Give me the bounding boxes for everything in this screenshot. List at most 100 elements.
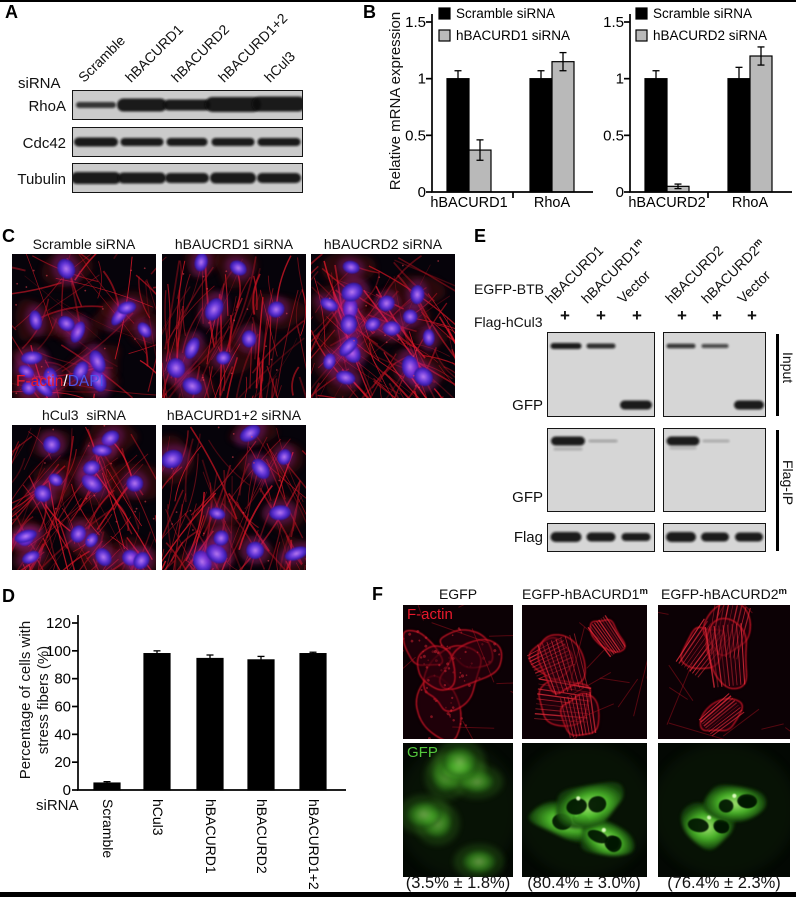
header-text: EGFP bbox=[438, 586, 478, 602]
micrograph-caption: hCul3 siRNA bbox=[41, 407, 127, 423]
bottom-border-line bbox=[0, 892, 796, 897]
factin-overlay-label: F-actin bbox=[407, 606, 453, 623]
svg-text:hCul3: hCul3 bbox=[150, 799, 166, 836]
micrograph-caption: hBAUCRD1 siRNA bbox=[174, 236, 294, 252]
svg-text:Scramble siRNA: Scramble siRNA bbox=[456, 6, 555, 21]
dapi-overlay-label: DAPI bbox=[67, 373, 104, 390]
plus-sign: + bbox=[677, 306, 687, 325]
panel-e-letter: E bbox=[474, 226, 487, 246]
percent-label: (76.4% ± 2.3%) bbox=[667, 874, 781, 892]
percent-label: (80.4% ± 3.0%) bbox=[527, 874, 641, 892]
input-bracket-line bbox=[776, 334, 779, 416]
svg-text:1.5: 1.5 bbox=[603, 14, 624, 31]
bar-chart-bacurd1: 0 0.5 1 1.5 hBACURD1 RhoA Scramble siRNA hBACUR… bbox=[405, 6, 593, 211]
panel-a-lane-label: hCul3 bbox=[260, 48, 299, 86]
micrograph-caption: hBACURD1+2 siRNA bbox=[166, 407, 302, 423]
coip-blot-input-gfp-left bbox=[547, 332, 655, 417]
westernblot-rhoa bbox=[72, 90, 303, 120]
plus-sign: + bbox=[712, 306, 722, 325]
panel-b-letter: B bbox=[363, 2, 376, 22]
gfp-input-row-label: GFP bbox=[512, 397, 543, 414]
svg-text:0.5: 0.5 bbox=[603, 127, 624, 144]
fluorescence-image-bacurd1-2 bbox=[162, 425, 306, 570]
flagip-section-label: Flag-IP bbox=[780, 460, 796, 506]
panel-f-header: EGFP-hBACURD1m bbox=[522, 586, 648, 602]
fluorescence-image-hcul3 bbox=[12, 425, 156, 570]
svg-text:0.5: 0.5 bbox=[405, 127, 426, 144]
svg-text:40: 40 bbox=[54, 726, 71, 743]
micrograph-caption: hBAUCRD2 siRNA bbox=[323, 236, 443, 252]
factin-image-bacurd2m bbox=[658, 605, 790, 739]
percent-label: (3.5% ± 1.8%) bbox=[405, 874, 511, 892]
coip-blot-ip-gfp-left bbox=[547, 428, 655, 512]
input-section-label: Input bbox=[780, 352, 796, 384]
westernblot-tubulin bbox=[72, 163, 303, 193]
svg-text:120: 120 bbox=[46, 615, 71, 632]
svg-text:Scramble: Scramble bbox=[100, 799, 116, 858]
fluorescence-image-scramble bbox=[12, 254, 156, 398]
flag-hcul3-label: Flag-hCul3 bbox=[474, 314, 543, 330]
svg-text:60: 60 bbox=[54, 699, 71, 716]
svg-text:80: 80 bbox=[54, 671, 71, 688]
top-border-line bbox=[0, 0, 796, 2]
svg-text:20: 20 bbox=[54, 754, 71, 771]
coip-blot-ip-gfp-right bbox=[663, 428, 766, 512]
gfp-overlay-label: GFP bbox=[407, 744, 438, 761]
svg-text:0: 0 bbox=[616, 184, 624, 201]
svg-text:1: 1 bbox=[616, 71, 624, 88]
panel-f-letter: F bbox=[372, 584, 383, 604]
gfp-image-bacurd2m bbox=[658, 743, 790, 877]
factin-image-bacurd1m bbox=[522, 605, 647, 739]
flagip-bracket-line bbox=[776, 430, 779, 551]
panel-a-row-label-tubulin: Tubulin bbox=[17, 171, 66, 188]
svg-text:hBACURD2: hBACURD2 bbox=[254, 799, 270, 874]
svg-text:hBACURD1+2: hBACURD1+2 bbox=[306, 799, 322, 890]
panel-a-row-label-rhoa: RhoA bbox=[28, 98, 66, 115]
header-text: EGFP-hBACURD1 bbox=[522, 586, 640, 602]
egfp-btb-label: EGFP-BTB bbox=[474, 281, 545, 297]
panel-a-row-label-cdc42: Cdc42 bbox=[22, 135, 66, 152]
plus-sign: + bbox=[747, 306, 757, 325]
svg-text:RhoA: RhoA bbox=[534, 195, 571, 211]
flag-row-label: Flag bbox=[513, 529, 543, 546]
svg-text:hBACURD1: hBACURD1 bbox=[203, 799, 219, 874]
panel-c-letter: C bbox=[2, 226, 15, 246]
panel-a-sirna-label: siRNA bbox=[18, 75, 61, 92]
gfp-ip-row-label: GFP bbox=[512, 489, 543, 506]
bar-chart-stress-fibers: 0 20 40 60 80 100 120 Scramble hCul3 hBACURD1 hBAC… bbox=[46, 615, 346, 890]
plus-sign: + bbox=[560, 306, 570, 325]
svg-text:Scramble siRNA: Scramble siRNA bbox=[653, 6, 752, 21]
panel-d-letter: D bbox=[2, 586, 15, 606]
svg-text:1: 1 bbox=[418, 71, 426, 88]
factin-image-egfp bbox=[403, 605, 513, 739]
panel-a-letter: A bbox=[5, 2, 18, 22]
coip-blot-input-gfp-right bbox=[663, 332, 766, 417]
svg-text:RhoA: RhoA bbox=[732, 195, 769, 211]
bar-chart-bacurd2: 0 0.5 1 1.5 hBACURD2 RhoA Scramble siRNA hBACUR… bbox=[603, 6, 792, 211]
gfp-image-egfp bbox=[403, 743, 513, 877]
fluorescence-image-bacurd2 bbox=[311, 254, 455, 398]
panel-f-header: EGFP bbox=[403, 586, 513, 602]
coip-blot-flag-right bbox=[663, 523, 766, 552]
slash-overlay: / bbox=[63, 373, 68, 390]
header-text: EGFP-hBACURD2 bbox=[661, 586, 779, 602]
svg-text:1.5: 1.5 bbox=[405, 14, 426, 31]
panel-d-sirna-label: siRNA bbox=[36, 797, 79, 814]
gfp-image-bacurd1m bbox=[522, 743, 647, 877]
stain-legend-overlay: F-actin/DAPI bbox=[16, 373, 104, 391]
svg-text:0: 0 bbox=[418, 184, 426, 201]
coip-blot-flag-left bbox=[547, 523, 655, 552]
header-sup: m bbox=[639, 586, 648, 597]
westernblot-cdc42 bbox=[72, 127, 303, 157]
plus-sign: + bbox=[632, 306, 642, 325]
svg-text:hBACURD1 siRNA: hBACURD1 siRNA bbox=[456, 28, 570, 43]
header-sup: m bbox=[778, 586, 787, 597]
panel-f-header: EGFP-hBACURD2m bbox=[654, 586, 794, 602]
svg-text:hBACURD2: hBACURD2 bbox=[628, 195, 705, 211]
svg-text:hBACURD1: hBACURD1 bbox=[430, 195, 507, 211]
svg-text:hBACURD2 siRNA: hBACURD2 siRNA bbox=[653, 28, 767, 43]
svg-text:0: 0 bbox=[63, 782, 71, 799]
plus-sign: + bbox=[596, 306, 606, 325]
fluorescence-image-bacurd1 bbox=[162, 254, 306, 398]
